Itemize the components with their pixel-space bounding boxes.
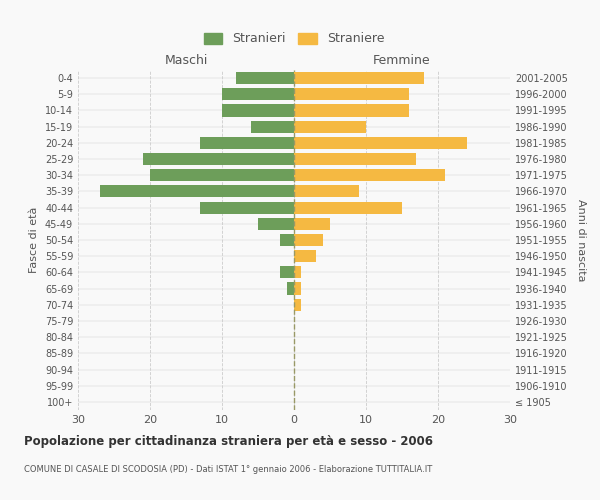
Bar xyxy=(200,137,294,149)
Bar xyxy=(200,202,294,213)
Bar xyxy=(236,72,294,84)
Bar xyxy=(294,88,409,101)
Bar xyxy=(294,298,301,311)
Bar xyxy=(294,234,323,246)
Bar xyxy=(222,88,294,101)
Y-axis label: Anni di nascita: Anni di nascita xyxy=(576,198,586,281)
Bar xyxy=(294,72,424,84)
Text: COMUNE DI CASALE DI SCODOSIA (PD) - Dati ISTAT 1° gennaio 2006 - Elaborazione TU: COMUNE DI CASALE DI SCODOSIA (PD) - Dati… xyxy=(24,465,432,474)
Bar xyxy=(294,202,402,213)
Bar xyxy=(294,282,301,294)
Bar xyxy=(294,153,416,165)
Text: Femmine: Femmine xyxy=(373,54,431,66)
Bar xyxy=(294,120,366,132)
Bar xyxy=(294,266,301,278)
Bar xyxy=(143,153,294,165)
Bar xyxy=(294,218,330,230)
Bar xyxy=(150,169,294,181)
Bar xyxy=(287,282,294,294)
Y-axis label: Fasce di età: Fasce di età xyxy=(29,207,39,273)
Bar xyxy=(280,266,294,278)
Bar xyxy=(280,234,294,246)
Legend: Stranieri, Straniere: Stranieri, Straniere xyxy=(200,28,388,49)
Bar xyxy=(294,137,467,149)
Bar xyxy=(258,218,294,230)
Text: Maschi: Maschi xyxy=(164,54,208,66)
Bar xyxy=(294,250,316,262)
Bar xyxy=(251,120,294,132)
Bar xyxy=(294,186,359,198)
Bar xyxy=(100,186,294,198)
Bar xyxy=(222,104,294,117)
Text: Popolazione per cittadinanza straniera per età e sesso - 2006: Popolazione per cittadinanza straniera p… xyxy=(24,435,433,448)
Bar xyxy=(294,169,445,181)
Bar xyxy=(294,104,409,117)
